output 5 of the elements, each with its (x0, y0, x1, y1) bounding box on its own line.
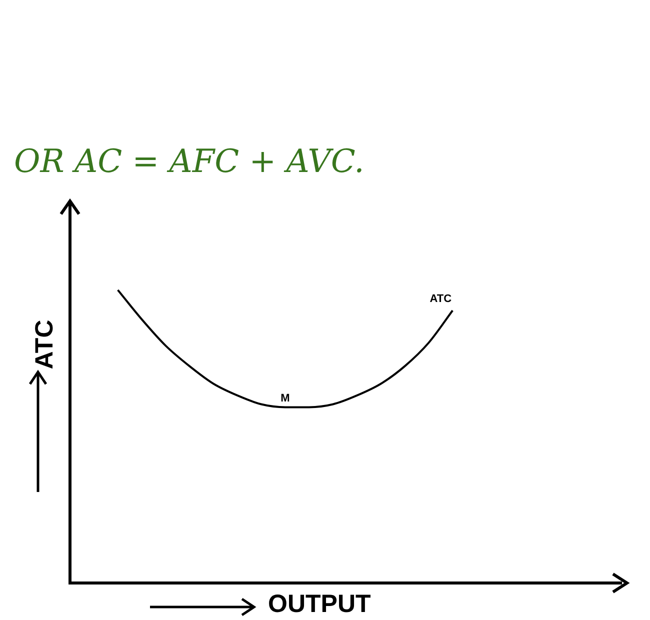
x-axis-title: OUTPUT (268, 590, 371, 619)
series-label: ATC (430, 293, 452, 306)
annotation: M (280, 392, 290, 405)
chart-title: OR AC = AFC + AVC. (14, 142, 364, 180)
y-axis-title: ATC (30, 320, 60, 370)
